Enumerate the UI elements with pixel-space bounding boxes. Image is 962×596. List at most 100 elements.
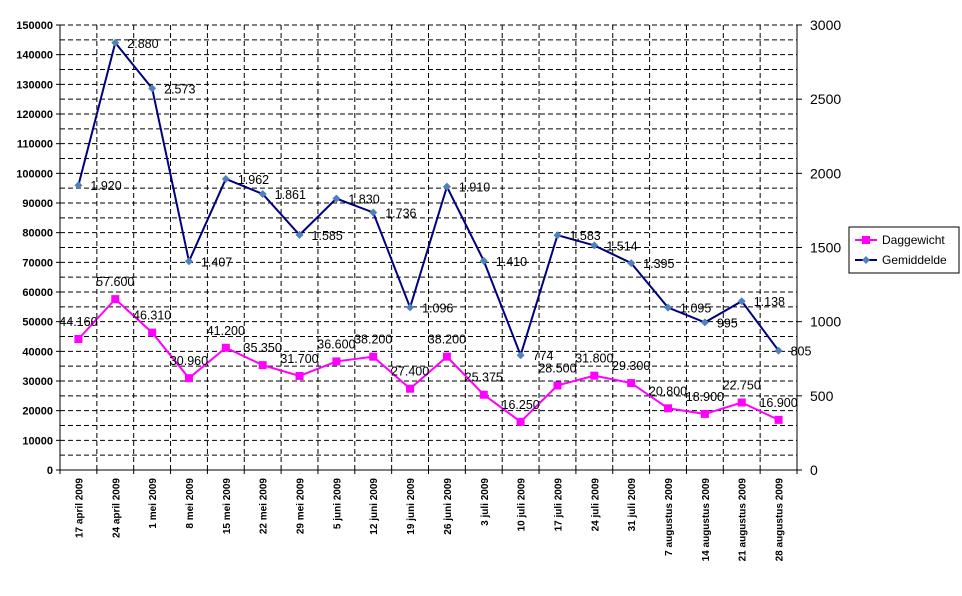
daggewicht-data-label: 35.350 [244, 341, 282, 355]
gemiddelde-point [406, 303, 415, 312]
daggewicht-data-label: 36.600 [317, 337, 355, 351]
daggewicht-point [295, 371, 304, 380]
y-left-tick-label: 60000 [22, 287, 53, 299]
x-tick-label: 17 april 2009 [74, 478, 85, 538]
y-left-tick-label: 100000 [16, 168, 53, 180]
gemiddelde-point [664, 303, 673, 312]
daggewicht-point [553, 381, 562, 390]
x-tick-label: 29 mei 2009 [296, 478, 307, 535]
daggewicht-point [369, 352, 378, 361]
daggewicht-data-label: 25.375 [465, 371, 503, 385]
gemiddelde-data-label: 1.910 [459, 181, 490, 195]
daggewicht-point [111, 295, 120, 304]
daggewicht-data-label: 22.750 [723, 379, 761, 393]
daggewicht-data-label: 18.900 [686, 390, 724, 404]
gemiddelde-point [442, 182, 451, 191]
daggewicht-point [737, 398, 746, 407]
daggewicht-legend-label: Daggewicht [882, 233, 945, 247]
gemiddelde-data-label: 1.410 [496, 255, 527, 269]
daggewicht-line [77, 297, 780, 424]
y-left-tick-label: 80000 [22, 228, 53, 240]
gemiddelde-data-label: 1.514 [606, 239, 637, 253]
y-right-tick-label: 1500 [810, 240, 841, 256]
gemiddelde-legend-marker [862, 256, 870, 264]
gemiddelde-point [295, 230, 304, 239]
gemiddelde-point [590, 241, 599, 250]
daggewicht-data-label: 16.250 [502, 398, 540, 412]
x-tick-label: 26 juni 2009 [443, 478, 454, 535]
x-tick-label: 17 juli 2009 [553, 478, 564, 532]
daggewicht-point [332, 357, 341, 366]
y-left-tick-label: 0 [47, 465, 53, 477]
x-tick-label: 5 juni 2009 [332, 478, 343, 530]
gemiddelde-point [258, 189, 267, 198]
daggewicht-data-label: 20.800 [649, 384, 687, 398]
y-left-tick-label: 150000 [16, 20, 53, 32]
x-tick-label: 28 augustus 2009 [775, 478, 786, 562]
daggewicht-data-label: 28.500 [538, 361, 576, 375]
gemiddelde-data-label: 1.583 [569, 229, 600, 243]
x-tick-label: 19 juni 2009 [406, 478, 417, 535]
x-tick-label: 10 juli 2009 [517, 478, 528, 532]
x-tick-label: 24 april 2009 [111, 478, 122, 538]
daggewicht-point [516, 417, 525, 426]
y-left-tick-label: 110000 [17, 139, 53, 151]
x-tick-label: 21 augustus 2009 [738, 478, 749, 562]
y-left-tick-label: 20000 [22, 406, 53, 418]
x-tick-label: 31 juli 2009 [627, 478, 638, 532]
gemiddelde-point [184, 257, 193, 266]
x-tick-label: 12 juni 2009 [369, 478, 380, 535]
gemiddelde-point [627, 259, 636, 268]
y-right-tick-label: 2500 [810, 91, 841, 107]
daggewicht-data-label: 38.200 [354, 333, 392, 347]
y-left-tick-label: 70000 [22, 257, 53, 269]
gemiddelde-data-label: 1.830 [348, 193, 379, 207]
daggewicht-point [627, 379, 636, 388]
data-labels: 44.160 57.600 46.310 30.960 41.200 35.35031.7… [59, 37, 811, 412]
daggewicht-data-label: 16.900 [759, 396, 797, 410]
y-left-tick-label: 50000 [22, 317, 53, 329]
gemiddelde-data-label: 774 [533, 349, 554, 363]
daggewicht-data-label: 31.700 [280, 352, 318, 366]
daggewicht-point [479, 390, 488, 399]
gemiddelde-point [700, 318, 709, 327]
daggewicht-data-label: 57.600 [96, 275, 134, 289]
daggewicht-data-label: 46.310 [133, 309, 171, 323]
x-tick-label: 8 mei 2009 [185, 478, 196, 529]
gemiddelde-data-label: 2.880 [127, 37, 158, 51]
daggewicht-point [590, 371, 599, 380]
gemiddelde-data-label: 1.736 [385, 206, 416, 220]
daggewicht-point [442, 352, 451, 361]
gemiddelde-point [516, 351, 525, 360]
gemiddelde-data-label: 1.861 [275, 188, 306, 202]
gemiddelde-point [221, 174, 230, 183]
x-tick-label: 7 augustus 2009 [664, 478, 675, 556]
daggewicht-data-label: 27.400 [391, 365, 429, 379]
daggewicht-data-label: 30.960 [170, 354, 208, 368]
legend: Daggewicht Gemiddelde [848, 226, 960, 274]
daggewicht-point [184, 374, 193, 383]
gemiddelde-point [737, 297, 746, 306]
y-left-tick-label: 120000 [16, 109, 53, 121]
legend-box [848, 226, 960, 274]
x-tick-label: 3 juli 2009 [480, 478, 491, 526]
gemiddelde-data-label: 1.095 [680, 302, 711, 316]
daggewicht-point [774, 415, 783, 424]
x-tick-label: 15 mei 2009 [222, 478, 233, 535]
daggewicht-data-label: 44.160 [59, 315, 97, 329]
gemiddelde-point [369, 208, 378, 217]
y-right-tick-label: 1000 [810, 314, 841, 330]
gemiddelde-data-label: 1.407 [201, 255, 232, 269]
y-left-tick-label: 10000 [22, 435, 53, 447]
series [74, 38, 783, 426]
y-left-tick-label: 40000 [22, 346, 53, 358]
daggewicht-point [700, 409, 709, 418]
gemiddelde-point [553, 231, 562, 240]
x-tick-label: 24 juli 2009 [590, 478, 601, 532]
axes: 0 10000 20000 30000 40000 50000 60000 70000 8000… [16, 17, 841, 561]
y-left-tick-label: 30000 [22, 376, 53, 388]
x-tick-label: 14 augustus 2009 [701, 478, 712, 562]
gemiddelde-data-label: 1.096 [422, 301, 453, 315]
